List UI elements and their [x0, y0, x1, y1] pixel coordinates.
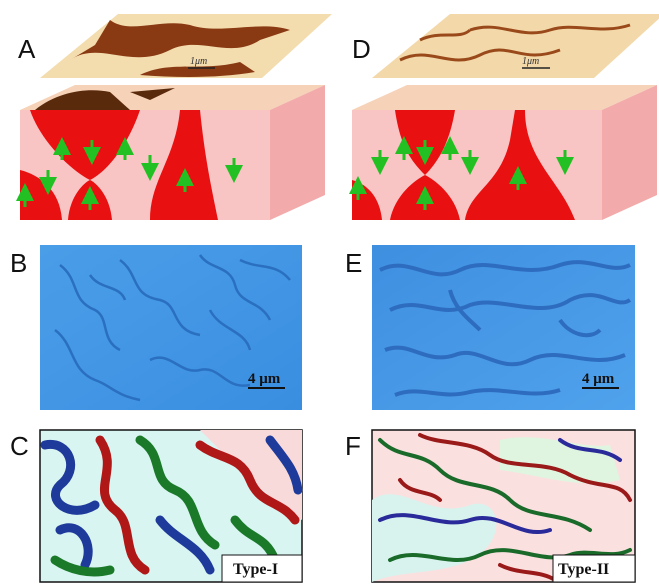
panel-label: E	[345, 248, 362, 278]
panel-label: D	[352, 34, 371, 64]
panel-label: B	[10, 248, 27, 278]
afm-plate	[372, 14, 659, 78]
caption: Type-I	[233, 561, 278, 578]
panel-label: C	[10, 431, 29, 461]
panel-label: F	[345, 431, 361, 461]
scale-label: 1μm	[522, 56, 539, 67]
scale-label: 4 μm	[582, 371, 615, 387]
panel-c: Type-I C	[10, 430, 302, 582]
panel-e: 4 μm E	[345, 245, 635, 410]
panel-label: A	[18, 34, 36, 64]
panel-a: 1μm A	[18, 14, 332, 220]
scale-label: 4 μm	[248, 371, 281, 387]
figure: 1μm A 1μm D 4 μm B 4 μm E Type-I C Type-…	[0, 0, 659, 584]
scale-label: 1μm	[190, 56, 207, 67]
caption: Type-II	[558, 561, 609, 578]
panel-f: Type-II F	[345, 430, 635, 582]
panel-b: 4 μm B	[10, 245, 302, 410]
panel-d: 1μm D	[352, 14, 659, 220]
